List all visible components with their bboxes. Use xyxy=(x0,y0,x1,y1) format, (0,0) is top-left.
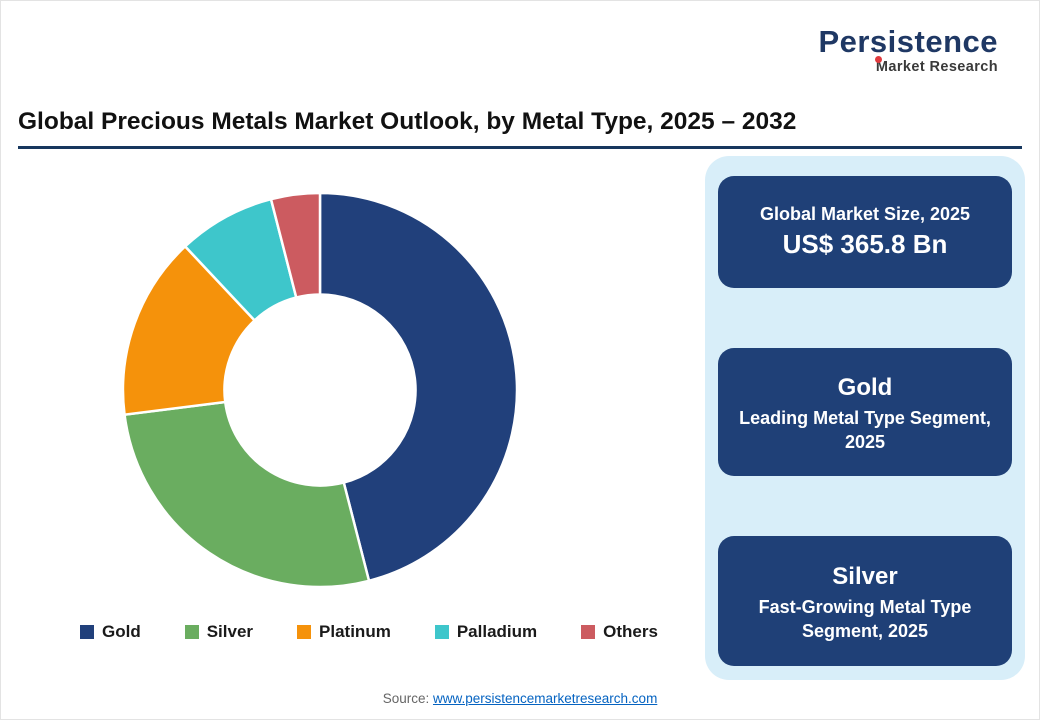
source-link[interactable]: www.persistencemarketresearch.com xyxy=(432,691,658,706)
fast-growing-segment-card: Silver Fast-Growing Metal Type Segment, … xyxy=(718,536,1012,666)
legend-label: Others xyxy=(603,622,658,641)
donut-chart xyxy=(100,170,540,610)
source-line: Source: www.persistencemarketresearch.co… xyxy=(0,691,1040,706)
donut-segment-others xyxy=(269,191,322,299)
highlights-panel: Global Market Size, 2025 US$ 365.8 Bn Go… xyxy=(705,156,1025,680)
logo-red-dot-icon xyxy=(875,56,882,63)
legend-swatch-icon xyxy=(434,625,449,639)
page-title: Global Precious Metals Market Outlook, b… xyxy=(18,108,797,135)
fast-growing-segment-description: Fast-Growing Metal Type Segment, 2025 xyxy=(758,596,972,641)
legend-item-silver: Silver xyxy=(184,622,254,642)
logo-tagline: Market Research xyxy=(875,58,998,75)
donut-segment-gold xyxy=(318,191,519,583)
leading-segment-card: Gold Leading Metal Type Segment, 2025 xyxy=(718,348,1012,476)
leading-segment-description: Leading Metal Type Segment, 2025 xyxy=(739,407,991,452)
market-size-label: Global Market Size, 2025 xyxy=(759,203,971,224)
legend-swatch-icon xyxy=(297,625,312,639)
legend-label: Gold xyxy=(102,622,141,641)
legend-item-palladium: Palladium xyxy=(434,622,538,642)
logo: Persistence Market Research xyxy=(818,24,998,75)
source-label: Source: xyxy=(382,691,430,706)
leading-segment-name: Gold xyxy=(837,373,893,401)
legend-label: Silver xyxy=(206,622,254,641)
legend-item-others: Others xyxy=(581,622,658,642)
fast-growing-segment-name: Silver xyxy=(832,562,898,590)
chart-legend: Gold Silver Platinum Palladium Others xyxy=(80,622,680,642)
legend-swatch-icon xyxy=(184,625,199,639)
donut-chart-svg xyxy=(121,191,519,589)
legend-label: Palladium xyxy=(456,622,538,641)
logo-name: Persistence xyxy=(818,24,998,59)
donut-segment-silver xyxy=(123,400,371,589)
market-size-value: US$ 365.8 Bn xyxy=(782,228,948,259)
market-size-card: Global Market Size, 2025 US$ 365.8 Bn xyxy=(718,176,1012,288)
legend-label: Platinum xyxy=(319,622,391,641)
title-underline xyxy=(18,146,1022,149)
legend-item-gold: Gold xyxy=(80,622,141,642)
legend-swatch-icon xyxy=(581,625,596,639)
legend-item-platinum: Platinum xyxy=(297,622,391,642)
legend-swatch-icon xyxy=(80,625,94,639)
